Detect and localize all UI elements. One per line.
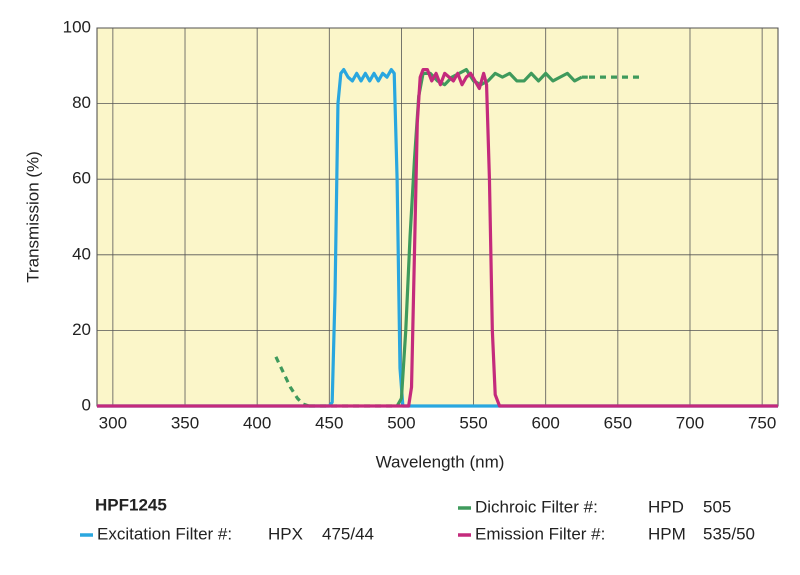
legend-item: Dichroic Filter #: HPD 505 [458,497,731,516]
x-tick-label: 350 [171,413,199,432]
x-tick-label: 300 [99,413,127,432]
plot-area [96,27,779,407]
legend-item: Emission Filter #: HPM 535/50 [458,524,755,543]
legend-label: Excitation Filter #: [97,524,232,543]
plot-lines [97,27,778,408]
legend-part: HPX [268,524,303,543]
x-tick-label: 750 [748,413,776,432]
y-tick-label: 80 [72,93,91,112]
legend-label: Dichroic Filter #: [475,497,598,516]
y-tick-label: 60 [72,169,91,188]
legend-label: Emission Filter #: [475,524,605,543]
x-tick-label: 450 [315,413,343,432]
x-tick-label: 400 [243,413,271,432]
x-tick-label: 550 [459,413,487,432]
y-tick-label: 20 [72,320,91,339]
legend-spec: 505 [703,497,731,516]
y-tick-label: 0 [82,395,91,414]
series-line [97,67,778,408]
x-tick-label: 600 [532,413,560,432]
x-tick-label: 500 [387,413,415,432]
x-axis-label: Wavelength (nm) [376,452,505,471]
y-tick-label: 40 [72,244,91,263]
legend-spec: 535/50 [703,524,755,543]
legend-spec: 475/44 [322,524,374,543]
legend-part: HPD [648,497,684,516]
legend-title: HPF1245 [95,495,167,514]
y-tick-label: 100 [63,17,91,36]
x-tick-label: 650 [604,413,632,432]
x-tick-label: 700 [676,413,704,432]
legend-part: HPM [648,524,686,543]
y-axis-label: Transmission (%) [23,151,42,283]
legend-item: Excitation Filter #: HPX 475/44 [80,524,374,543]
series-line [97,67,778,408]
